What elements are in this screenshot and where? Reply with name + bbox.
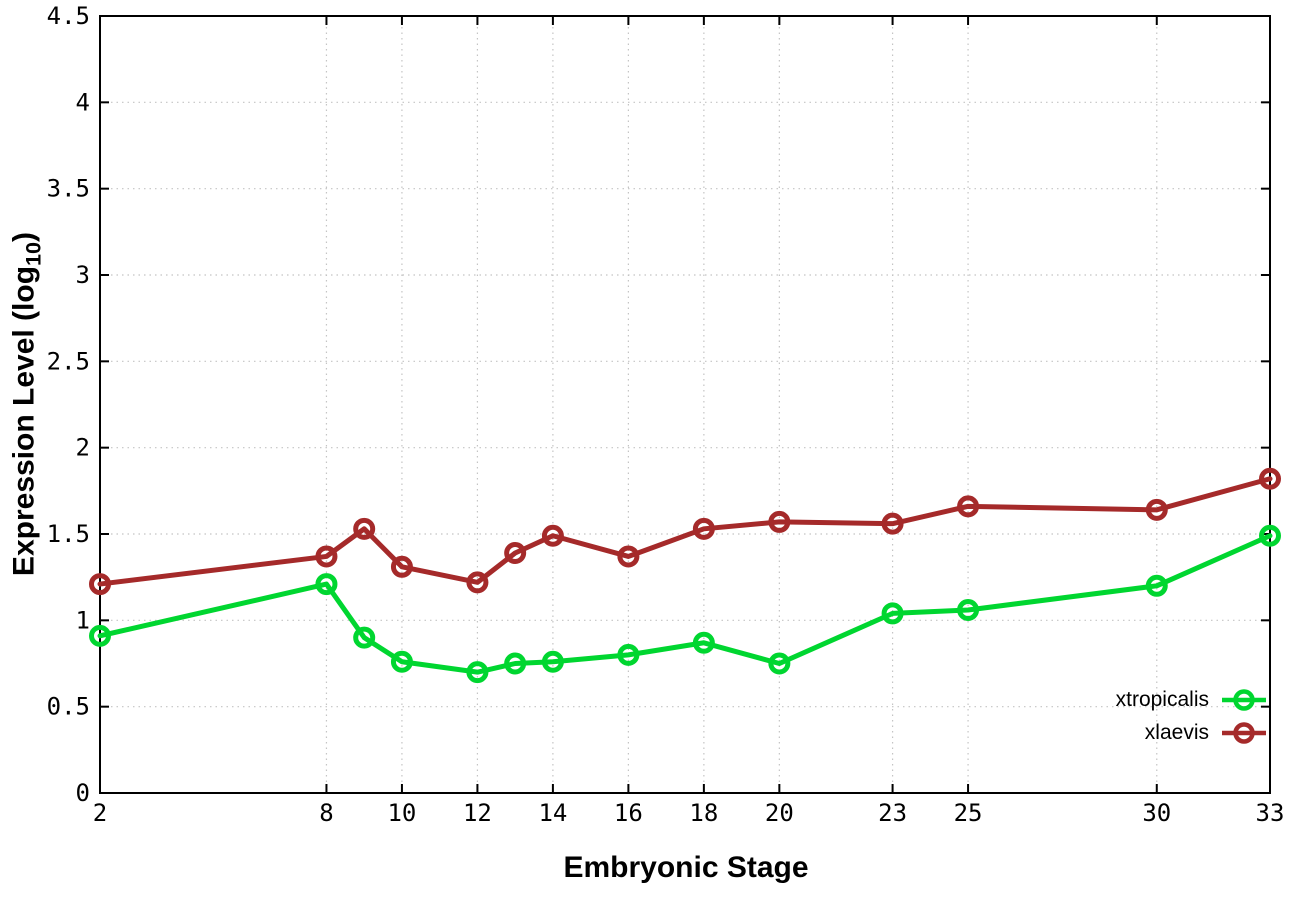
data-point-xtropicalis-2 xyxy=(89,624,111,647)
data-point-xtropicalis-16 xyxy=(617,643,640,666)
y-axis-title-text: Expression Level (log xyxy=(7,265,41,577)
legend-label-xlaevis: xlaevis xyxy=(1144,720,1209,744)
legend: xtropicalis xlaevis xyxy=(1116,683,1268,749)
data-point-xtropicalis-10 xyxy=(390,650,413,673)
x-tick-label: 10 xyxy=(387,799,416,827)
data-point-xlaevis-8 xyxy=(315,545,338,568)
x-tick-label: 12 xyxy=(463,799,492,827)
data-point-xtropicalis-13 xyxy=(504,652,527,675)
x-tick-label: 16 xyxy=(614,799,643,827)
y-tick-label: 2 xyxy=(76,434,90,462)
data-point-xtropicalis-23 xyxy=(881,602,904,625)
legend-marker-xlaevis xyxy=(1222,721,1266,744)
x-tick-label: 25 xyxy=(954,799,983,827)
data-point-xlaevis-16 xyxy=(617,545,640,568)
data-point-xlaevis-20 xyxy=(768,510,791,533)
data-point-xlaevis-10 xyxy=(390,555,413,578)
data-point-xlaevis-13 xyxy=(504,541,527,564)
data-point-xlaevis-9 xyxy=(353,517,376,540)
legend-item-xtropicalis: xtropicalis xyxy=(1116,683,1268,716)
data-point-xlaevis-14 xyxy=(541,524,564,547)
data-point-xtropicalis-12 xyxy=(466,661,489,684)
y-tick-label: 4.5 xyxy=(47,2,90,30)
data-point-xlaevis-18 xyxy=(692,517,715,540)
x-tick-label: 14 xyxy=(538,799,567,827)
data-point-xtropicalis-14 xyxy=(541,650,564,673)
x-tick-label: 33 xyxy=(1256,799,1285,827)
legend-marker-xtropicalis xyxy=(1222,688,1266,711)
y-tick-label: 4 xyxy=(76,88,90,116)
data-point-xlaevis-25 xyxy=(957,495,980,518)
data-point-xtropicalis-20 xyxy=(768,652,791,675)
legend-point-xlaevis xyxy=(1233,721,1255,744)
data-point-xtropicalis-30 xyxy=(1145,574,1168,597)
x-tick-label: 18 xyxy=(689,799,718,827)
series-line-xlaevis xyxy=(97,476,1273,587)
legend-item-xlaevis: xlaevis xyxy=(1145,716,1268,749)
y-tick-label: 2.5 xyxy=(47,347,90,375)
x-tick-label: 23 xyxy=(878,799,907,827)
data-point-xlaevis-33 xyxy=(1259,467,1281,490)
data-point-xlaevis-12 xyxy=(466,571,489,594)
y-axis-title-suffix: ) xyxy=(7,231,41,242)
data-point-xlaevis-23 xyxy=(881,512,904,535)
data-point-xtropicalis-8 xyxy=(315,573,338,596)
x-tick-label: 30 xyxy=(1142,799,1171,827)
y-tick-label: 1.5 xyxy=(47,520,90,548)
y-tick-label: 3 xyxy=(76,261,90,289)
y-axis-title-subscript: 10 xyxy=(20,241,46,266)
x-tick-label: 2 xyxy=(93,799,107,827)
x-tick-label: 20 xyxy=(765,799,794,827)
series-line-xtropicalis xyxy=(97,533,1273,675)
x-axis-title: Embryonic Stage xyxy=(563,851,809,884)
legend-label-xtropicalis: xtropicalis xyxy=(1115,687,1209,711)
data-point-xtropicalis-25 xyxy=(957,598,980,621)
y-axis-title: Expression Level (log10) xyxy=(8,232,47,576)
y-tick-label: 1 xyxy=(76,606,90,634)
y-tick-label: 0 xyxy=(76,779,90,807)
data-point-xtropicalis-18 xyxy=(692,631,715,654)
data-point-xtropicalis-33 xyxy=(1259,524,1281,547)
x-tick-label: 8 xyxy=(319,799,333,827)
data-point-xlaevis-2 xyxy=(89,573,111,596)
y-tick-label: 0.5 xyxy=(47,693,90,721)
data-point-xtropicalis-9 xyxy=(353,626,376,649)
legend-point-xtropicalis xyxy=(1233,688,1255,711)
y-tick-label: 3.5 xyxy=(47,175,90,203)
plot-border xyxy=(99,15,1271,794)
data-point-xlaevis-30 xyxy=(1145,498,1168,521)
